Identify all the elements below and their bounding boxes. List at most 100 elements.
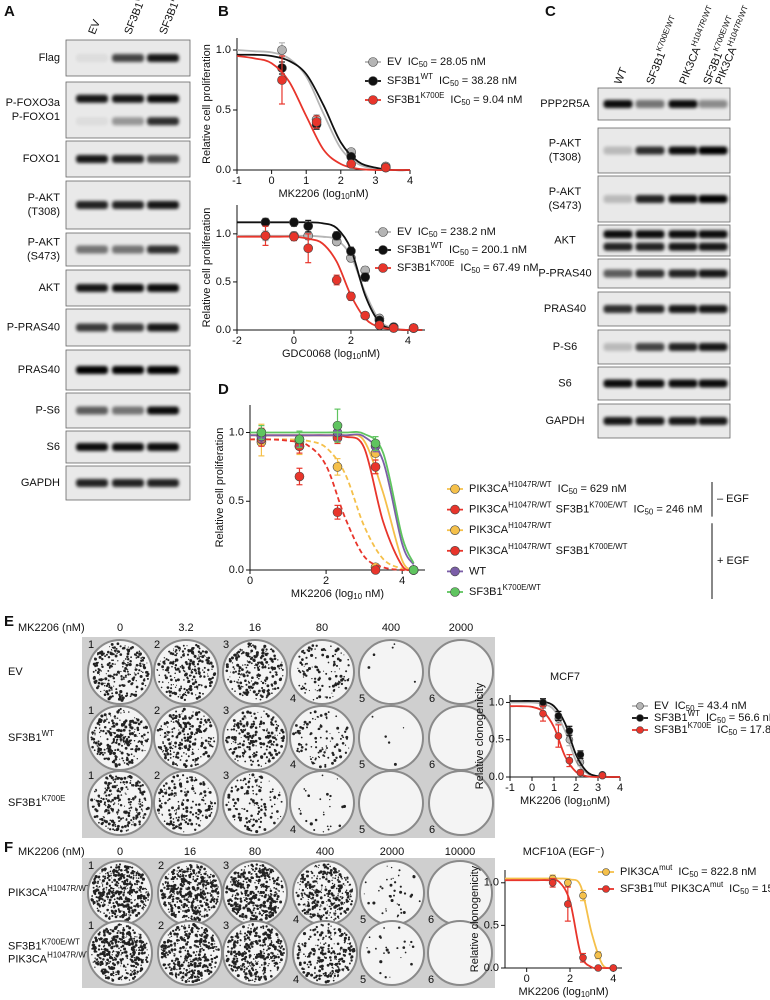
colony bbox=[314, 899, 317, 902]
colony bbox=[175, 932, 179, 936]
colony bbox=[119, 930, 121, 932]
colony bbox=[135, 877, 138, 879]
colony bbox=[101, 884, 104, 886]
colony bbox=[143, 907, 145, 909]
colony bbox=[240, 787, 242, 789]
colony bbox=[260, 926, 263, 929]
colony bbox=[279, 958, 283, 962]
colony bbox=[264, 885, 268, 889]
colony bbox=[175, 887, 178, 891]
colony bbox=[112, 821, 116, 825]
colony bbox=[179, 785, 183, 788]
colony bbox=[244, 877, 248, 881]
colony bbox=[140, 873, 142, 875]
colony bbox=[184, 909, 188, 913]
colony bbox=[344, 730, 347, 733]
colony bbox=[321, 875, 325, 879]
colony bbox=[104, 655, 107, 658]
colony bbox=[125, 878, 129, 882]
text-part: SF3B1 bbox=[122, 1, 146, 37]
colony bbox=[116, 740, 118, 742]
colony bbox=[114, 938, 118, 942]
colony bbox=[167, 945, 171, 948]
colony bbox=[233, 653, 237, 657]
colony bbox=[307, 794, 311, 798]
colony bbox=[278, 678, 282, 682]
colony bbox=[113, 685, 115, 687]
colony bbox=[272, 790, 274, 793]
colony bbox=[170, 912, 174, 917]
colony bbox=[97, 886, 99, 889]
colony bbox=[97, 882, 99, 884]
colony bbox=[188, 875, 192, 879]
blot-row-label: (S473) bbox=[548, 200, 581, 212]
colony bbox=[246, 725, 249, 727]
colony bbox=[237, 812, 241, 816]
colony bbox=[108, 884, 112, 887]
colony bbox=[245, 783, 247, 786]
colony bbox=[241, 668, 244, 671]
well-number: 5 bbox=[359, 693, 365, 705]
colony bbox=[178, 780, 180, 782]
colony bbox=[144, 684, 147, 687]
colony bbox=[103, 689, 105, 692]
colony bbox=[381, 912, 384, 915]
colony bbox=[163, 744, 166, 748]
colony bbox=[306, 887, 309, 890]
colony bbox=[323, 894, 326, 897]
colony bbox=[310, 647, 313, 651]
colony bbox=[258, 825, 261, 829]
colony bbox=[192, 964, 194, 966]
colony bbox=[247, 927, 249, 929]
colony bbox=[296, 749, 299, 753]
colony bbox=[204, 739, 208, 742]
colony bbox=[142, 909, 144, 911]
colony bbox=[339, 674, 343, 678]
colony bbox=[190, 915, 193, 918]
colony bbox=[254, 733, 257, 737]
blot-band bbox=[698, 146, 728, 155]
colony bbox=[125, 793, 127, 795]
colony bbox=[117, 660, 119, 662]
colony bbox=[126, 870, 129, 873]
colony bbox=[168, 911, 170, 913]
colony bbox=[179, 946, 182, 950]
colony bbox=[160, 748, 163, 751]
colony bbox=[210, 873, 212, 876]
blot-band bbox=[603, 269, 633, 278]
colony bbox=[271, 812, 273, 815]
colony bbox=[264, 679, 266, 682]
colony bbox=[261, 890, 266, 895]
colony bbox=[163, 736, 166, 739]
colony bbox=[201, 660, 204, 663]
colony bbox=[200, 904, 204, 908]
text-part: SF3B1 bbox=[8, 797, 42, 809]
colony bbox=[265, 683, 267, 685]
colony bbox=[118, 820, 120, 822]
colony bbox=[199, 945, 202, 947]
colony bbox=[247, 785, 250, 789]
colony bbox=[214, 884, 218, 887]
colony bbox=[107, 827, 109, 829]
colony bbox=[234, 738, 237, 741]
colony bbox=[349, 903, 353, 906]
colony bbox=[117, 908, 120, 911]
colony bbox=[131, 682, 134, 685]
colony bbox=[252, 755, 256, 758]
colony bbox=[139, 939, 142, 943]
colony bbox=[117, 709, 121, 712]
colony bbox=[198, 657, 201, 659]
colony bbox=[264, 814, 267, 817]
colony bbox=[207, 740, 210, 743]
colony bbox=[310, 870, 313, 873]
colony bbox=[125, 936, 127, 939]
colony bbox=[182, 727, 186, 731]
colony bbox=[177, 800, 180, 803]
colony bbox=[99, 718, 103, 722]
colony bbox=[121, 694, 124, 697]
colony bbox=[176, 818, 180, 822]
colony bbox=[122, 740, 125, 743]
colony bbox=[237, 672, 241, 676]
colony bbox=[237, 759, 239, 762]
colony bbox=[119, 750, 121, 753]
